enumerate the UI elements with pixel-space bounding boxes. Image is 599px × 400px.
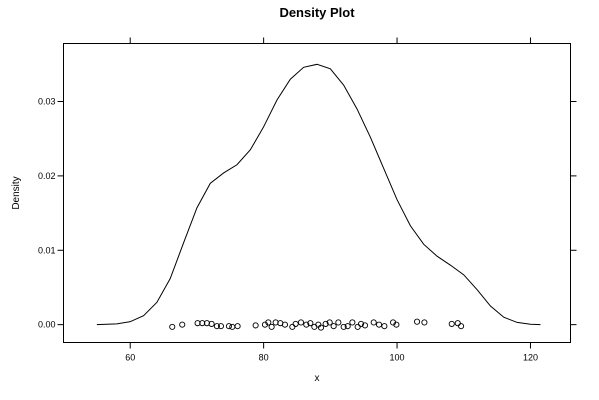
data-point [217, 323, 224, 330]
data-point [234, 323, 241, 330]
data-point [169, 323, 176, 330]
data-point [307, 320, 314, 327]
data-point [340, 323, 347, 330]
data-point [265, 319, 272, 326]
data-point [421, 319, 428, 326]
data-point [370, 319, 377, 326]
data-point [225, 323, 232, 330]
chart-title: Density Plot [279, 5, 355, 20]
x-axis-label: x [315, 373, 320, 384]
y-tick-label: 0.02 [38, 171, 56, 181]
data-point [268, 323, 275, 330]
data-point [393, 321, 400, 328]
data-point [229, 323, 236, 330]
data-point [272, 319, 279, 326]
data-point [458, 323, 465, 330]
data-point [179, 321, 186, 328]
data-point [289, 323, 296, 330]
data-point [361, 322, 369, 329]
x-tick-label: 60 [125, 353, 135, 363]
y-tick-label: 0.03 [38, 97, 56, 107]
y-axis-ticks: 0.00 0.01 0.02 0.03 [38, 97, 577, 330]
x-axis-ticks: 60 80 100 120 [125, 37, 538, 363]
data-point [335, 319, 342, 326]
data-point [213, 323, 220, 330]
rug-points-group [169, 318, 465, 331]
density-series-group [96, 63, 541, 326]
density-curve [96, 63, 541, 326]
y-tick-label: 0.01 [38, 245, 56, 255]
x-tick-label: 80 [259, 353, 269, 363]
data-point [354, 323, 361, 330]
data-point [194, 320, 201, 327]
data-point [297, 319, 305, 326]
y-axis-label: Density [11, 176, 22, 209]
data-point [375, 321, 383, 328]
x-tick-label: 100 [390, 353, 405, 363]
data-point [281, 321, 289, 328]
data-point [330, 323, 337, 330]
data-point [322, 320, 329, 327]
data-point [199, 320, 206, 327]
x-tick-label: 120 [523, 353, 538, 363]
data-point [349, 319, 356, 326]
data-point [208, 320, 215, 327]
data-point [414, 318, 421, 325]
data-point [454, 320, 461, 327]
data-point [326, 319, 333, 326]
data-point [344, 323, 351, 330]
data-point [292, 320, 299, 327]
plot-frame [63, 43, 571, 343]
y-tick-label: 0.00 [38, 320, 56, 330]
data-point [448, 320, 455, 327]
data-point [357, 320, 365, 327]
data-point [252, 322, 259, 329]
data-point [381, 323, 388, 330]
data-point [317, 324, 325, 331]
data-point [303, 321, 310, 328]
